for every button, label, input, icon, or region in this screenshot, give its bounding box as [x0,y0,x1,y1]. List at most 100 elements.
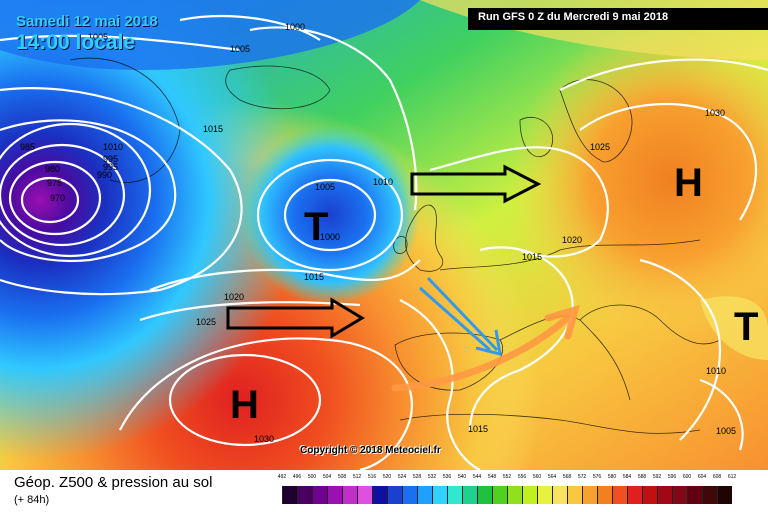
isobar-label: 1005 [716,426,736,436]
legend-swatch [357,486,372,504]
legend-swatch [492,486,507,504]
legend-swatch [642,486,657,504]
legend-tick-label: 576 [592,474,602,480]
copyright-label: Copyright © 2018 Meteociel.fr [300,445,441,456]
isobar-label: 1015 [522,252,542,262]
isobar-label: 1020 [562,235,582,245]
isobar-label: 995 [103,154,118,164]
isobar-label: 1005 [230,44,250,54]
forecast-time: 14:00 locale [16,31,136,54]
geopotential-map: 1005 1000 1005 985 980 975 970 995 990 1… [0,0,768,470]
legend-tick-label: 588 [637,474,647,480]
legend-tick-label: 496 [292,474,302,480]
run-info-box [468,8,768,30]
legend-swatch [537,486,552,504]
isobar-label: 1015 [468,424,488,434]
legend-tick-label: 568 [562,474,572,480]
flow-arrows [226,164,581,392]
legend-tick-label: 564 [547,474,557,480]
legend-swatch [522,486,537,504]
legend-tick-label: 492 [277,474,287,480]
legend-swatch [372,486,387,504]
forecast-range: (+ 84h) [14,494,50,506]
legend-swatch [447,486,462,504]
legend-tick-label: 512 [352,474,362,480]
legend-swatch [387,486,402,504]
isobar-label: 1025 [590,142,610,152]
map-title: Géop. Z500 & pression au sol [14,474,213,491]
isobar-label: 1020 [224,292,244,302]
legend-swatch [687,486,702,504]
legend-tick-label: 604 [697,474,707,480]
legend-tick-label: 532 [427,474,437,480]
legend-tick-label: 580 [607,474,617,480]
legend-swatch [297,486,312,504]
color-scale-legend: 492 496 500 504 508 512 516 520 524 528 532 536 540 5… [278,474,752,504]
legend-swatch [717,486,732,504]
cold-air-arrow [419,276,502,357]
low-pressure-marker: T [734,305,758,349]
legend-swatch [702,486,717,504]
legend-swatch [597,486,612,504]
isobar-label: 1000 [320,232,340,242]
legend-swatch [627,486,642,504]
isobar-labels: 1005 1000 1005 985 980 975 970 995 990 1… [20,22,736,444]
legend-swatch [567,486,582,504]
legend-swatch [282,486,297,504]
legend-tick-label: 612 [727,474,737,480]
isobars [0,15,768,470]
legend-tick-label: 552 [502,474,512,480]
legend-tick-label: 528 [412,474,422,480]
legend-swatch [342,486,357,504]
legend-tick-label: 516 [367,474,377,480]
legend-swatch [417,486,432,504]
legend-swatch [672,486,687,504]
legend-swatch [312,486,327,504]
model-run-label: Run GFS 0 Z du Mercredi 9 mai 2018 [478,11,669,23]
isobar-label: 1010 [706,366,726,376]
isobar-label: 1015 [304,272,324,282]
legend-tick-label: 544 [472,474,482,480]
isobar-label: 1030 [705,108,725,118]
high-pressure-marker: H [674,161,703,205]
legend-tick-label: 584 [622,474,632,480]
pressure-systems: H H T T [230,161,758,427]
isobar-label: 1005 [88,32,108,42]
isobar-label: 1010 [103,142,123,152]
legend-tick-label: 556 [517,474,527,480]
isobar-label: 980 [45,164,60,174]
isobar-label: 1010 [373,177,393,187]
coastlines [69,57,721,434]
legend-swatch [462,486,477,504]
isobar-label: 970 [50,193,65,203]
forecast-date: Samedi 12 mai 2018 [16,13,158,30]
legend-tick-label: 540 [457,474,467,480]
legend-swatch [507,486,522,504]
jet-arrow-south [226,297,365,339]
isobar-label: 1030 [254,434,274,444]
jet-arrow-north [410,164,542,204]
legend-swatch [432,486,447,504]
legend-swatch [657,486,672,504]
legend-tick-label: 524 [397,474,407,480]
low-pressure-marker: T [304,205,328,249]
legend-tick-label: 500 [307,474,317,480]
legend-swatch [612,486,627,504]
legend-tick-label: 572 [577,474,587,480]
legend-tick-label: 508 [337,474,347,480]
legend-tick-label: 520 [382,474,392,480]
warm-air-arrow [391,304,581,392]
high-pressure-marker: H [230,383,259,427]
isobar-label: 995 [103,162,118,172]
legend-swatch [552,486,567,504]
isobar-label: 975 [47,178,62,188]
legend-swatch [327,486,342,504]
legend-tick-label: 560 [532,474,542,480]
isobar-label: 990 [97,170,112,180]
legend-tick-label: 596 [667,474,677,480]
isobar-label: 1005 [315,182,335,192]
legend-tick-label: 536 [442,474,452,480]
legend-tick-label: 504 [322,474,332,480]
isobar-label: 1000 [285,22,305,32]
